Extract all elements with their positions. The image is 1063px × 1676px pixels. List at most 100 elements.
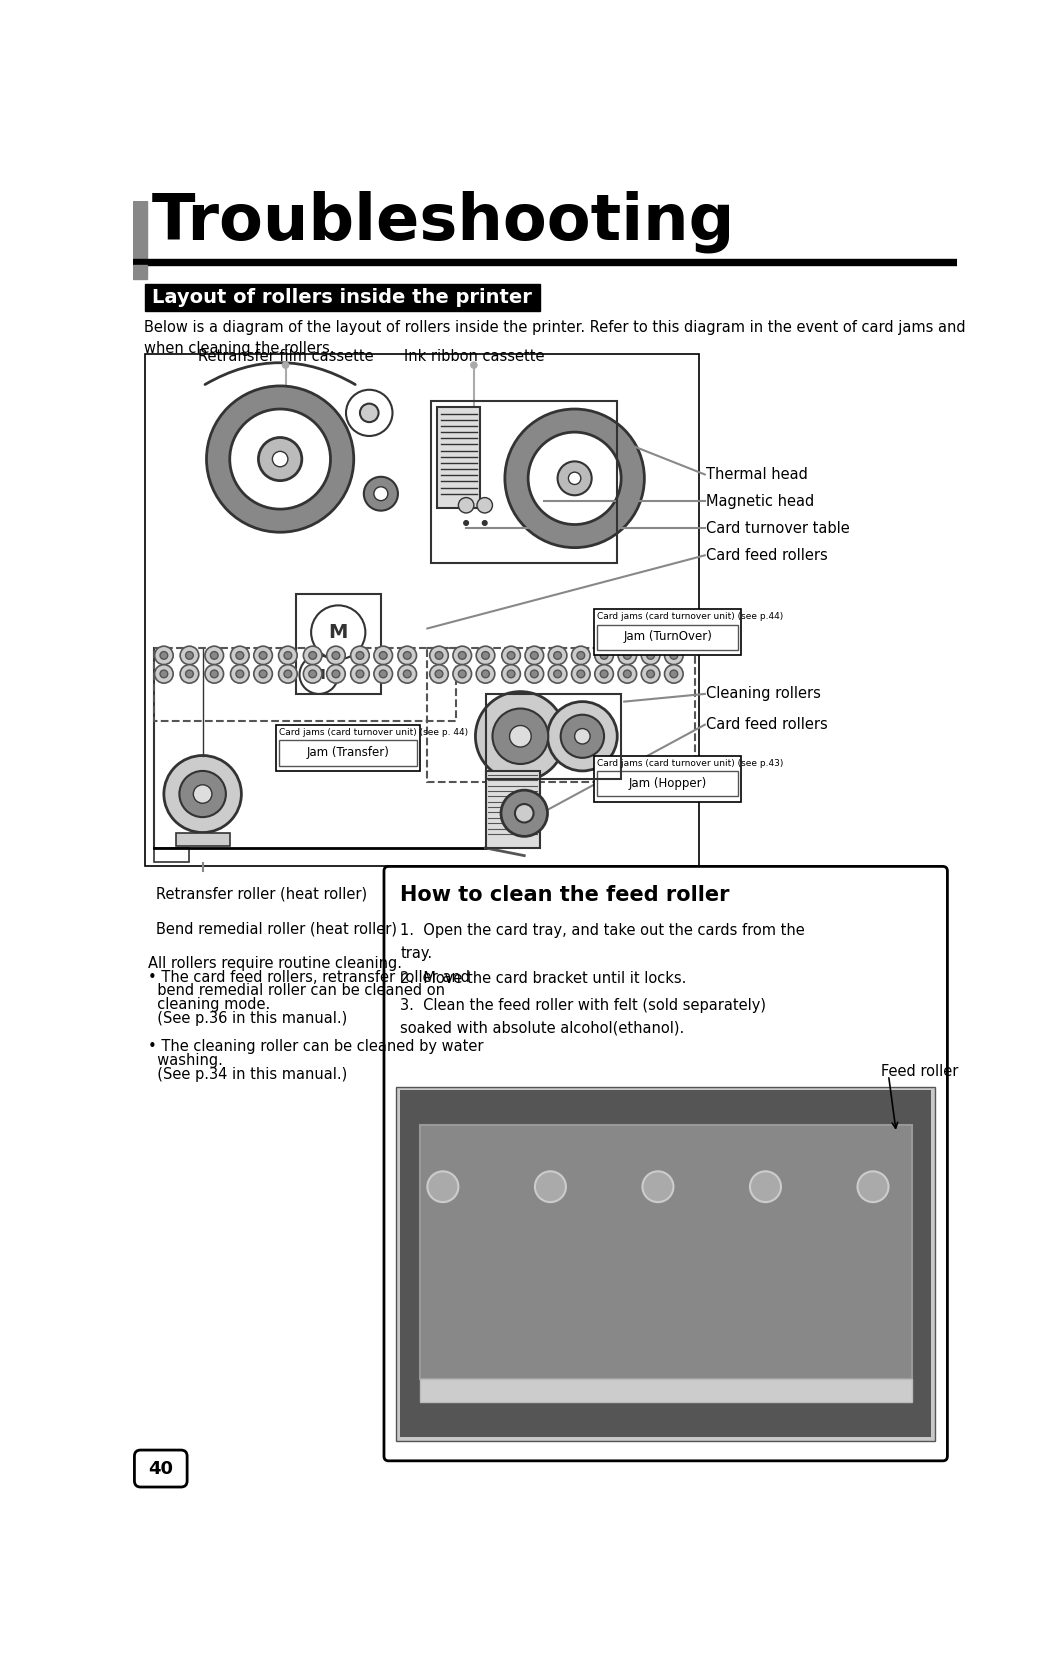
Circle shape	[300, 655, 338, 694]
Circle shape	[569, 473, 580, 484]
Circle shape	[210, 652, 218, 659]
Circle shape	[379, 652, 387, 659]
Text: Jam (Hopper): Jam (Hopper)	[628, 776, 707, 789]
Bar	[486, 771, 540, 848]
Circle shape	[463, 521, 469, 525]
Circle shape	[476, 647, 494, 665]
Circle shape	[458, 498, 474, 513]
Text: Card feed rollers: Card feed rollers	[707, 717, 828, 732]
Circle shape	[558, 461, 592, 496]
Circle shape	[624, 652, 631, 659]
Bar	[432, 401, 618, 563]
Text: bend remedial roller can be cleaned on: bend remedial roller can be cleaned on	[149, 984, 445, 999]
Circle shape	[664, 647, 684, 665]
Circle shape	[284, 670, 291, 677]
Circle shape	[308, 652, 317, 659]
Bar	[133, 258, 957, 265]
Circle shape	[161, 652, 168, 659]
Text: 3.  Clean the feed roller with felt (sold separately)
soaked with absolute alcoh: 3. Clean the feed roller with felt (sold…	[401, 999, 766, 1036]
Circle shape	[670, 670, 678, 677]
Circle shape	[210, 670, 218, 677]
Circle shape	[345, 391, 392, 436]
Circle shape	[475, 692, 566, 781]
Circle shape	[458, 670, 466, 677]
Text: All rollers require routine cleaning.: All rollers require routine cleaning.	[149, 955, 403, 970]
Circle shape	[560, 714, 604, 758]
Circle shape	[595, 647, 613, 665]
Circle shape	[642, 1172, 674, 1202]
Text: Magnetic head: Magnetic head	[707, 494, 814, 510]
Circle shape	[254, 647, 272, 665]
Circle shape	[601, 670, 608, 677]
Circle shape	[356, 670, 364, 677]
Circle shape	[509, 726, 532, 747]
Text: 1.  Open the card tray, and take out the cards from the
tray.: 1. Open the card tray, and take out the …	[401, 923, 805, 960]
Circle shape	[554, 652, 561, 659]
FancyArrowPatch shape	[205, 362, 355, 384]
Circle shape	[311, 605, 366, 659]
Circle shape	[477, 498, 492, 513]
Bar	[401, 1091, 931, 1436]
Bar	[420, 1379, 912, 1403]
Text: cleaning mode.: cleaning mode.	[149, 997, 271, 1012]
Circle shape	[577, 670, 585, 677]
Circle shape	[641, 647, 660, 665]
Text: Card feed rollers: Card feed rollers	[707, 548, 828, 563]
Circle shape	[471, 362, 477, 369]
Bar	[154, 647, 456, 721]
Circle shape	[502, 665, 521, 684]
Text: Card jams (card turnover unit) (see p.44): Card jams (card turnover unit) (see p.44…	[597, 612, 783, 622]
Circle shape	[206, 385, 354, 533]
Circle shape	[186, 670, 193, 677]
Text: • The cleaning roller can be cleaned by water: • The cleaning roller can be cleaned by …	[149, 1039, 484, 1054]
Circle shape	[618, 665, 637, 684]
Text: Card jams (card turnover unit) (see p.43): Card jams (card turnover unit) (see p.43…	[597, 759, 783, 768]
Circle shape	[164, 756, 241, 833]
Bar	[438, 407, 480, 508]
Bar	[486, 694, 621, 779]
Circle shape	[351, 647, 369, 665]
Circle shape	[507, 652, 514, 659]
Bar	[597, 771, 738, 796]
Circle shape	[435, 652, 443, 659]
Circle shape	[283, 362, 289, 369]
Text: Retransfer roller (heat roller): Retransfer roller (heat roller)	[156, 887, 367, 902]
FancyBboxPatch shape	[384, 866, 947, 1461]
Text: Thermal head: Thermal head	[707, 468, 808, 483]
Circle shape	[458, 652, 466, 659]
Circle shape	[482, 652, 489, 659]
Circle shape	[601, 652, 608, 659]
Circle shape	[180, 771, 225, 818]
Circle shape	[429, 647, 449, 665]
FancyBboxPatch shape	[134, 1450, 187, 1487]
Circle shape	[284, 652, 291, 659]
Circle shape	[180, 665, 199, 684]
Circle shape	[356, 652, 364, 659]
Circle shape	[230, 409, 331, 510]
Circle shape	[507, 670, 514, 677]
Circle shape	[374, 665, 392, 684]
Circle shape	[374, 647, 392, 665]
Circle shape	[193, 784, 212, 803]
Circle shape	[236, 652, 243, 659]
Text: 40: 40	[148, 1460, 173, 1478]
Circle shape	[572, 665, 590, 684]
Bar	[133, 201, 147, 258]
Circle shape	[231, 665, 249, 684]
Circle shape	[482, 670, 489, 677]
Circle shape	[483, 521, 487, 525]
Bar	[296, 593, 381, 694]
Circle shape	[180, 647, 199, 665]
Circle shape	[646, 652, 655, 659]
Text: M: M	[313, 667, 325, 682]
Circle shape	[641, 665, 660, 684]
Circle shape	[664, 665, 684, 684]
Text: Bend remedial roller (heat roller): Bend remedial roller (heat roller)	[156, 922, 398, 937]
Circle shape	[624, 670, 631, 677]
Text: Card turnover table: Card turnover table	[707, 521, 850, 536]
Circle shape	[549, 665, 567, 684]
Circle shape	[595, 665, 613, 684]
Circle shape	[530, 670, 538, 677]
Bar	[594, 608, 741, 655]
Circle shape	[364, 476, 398, 511]
